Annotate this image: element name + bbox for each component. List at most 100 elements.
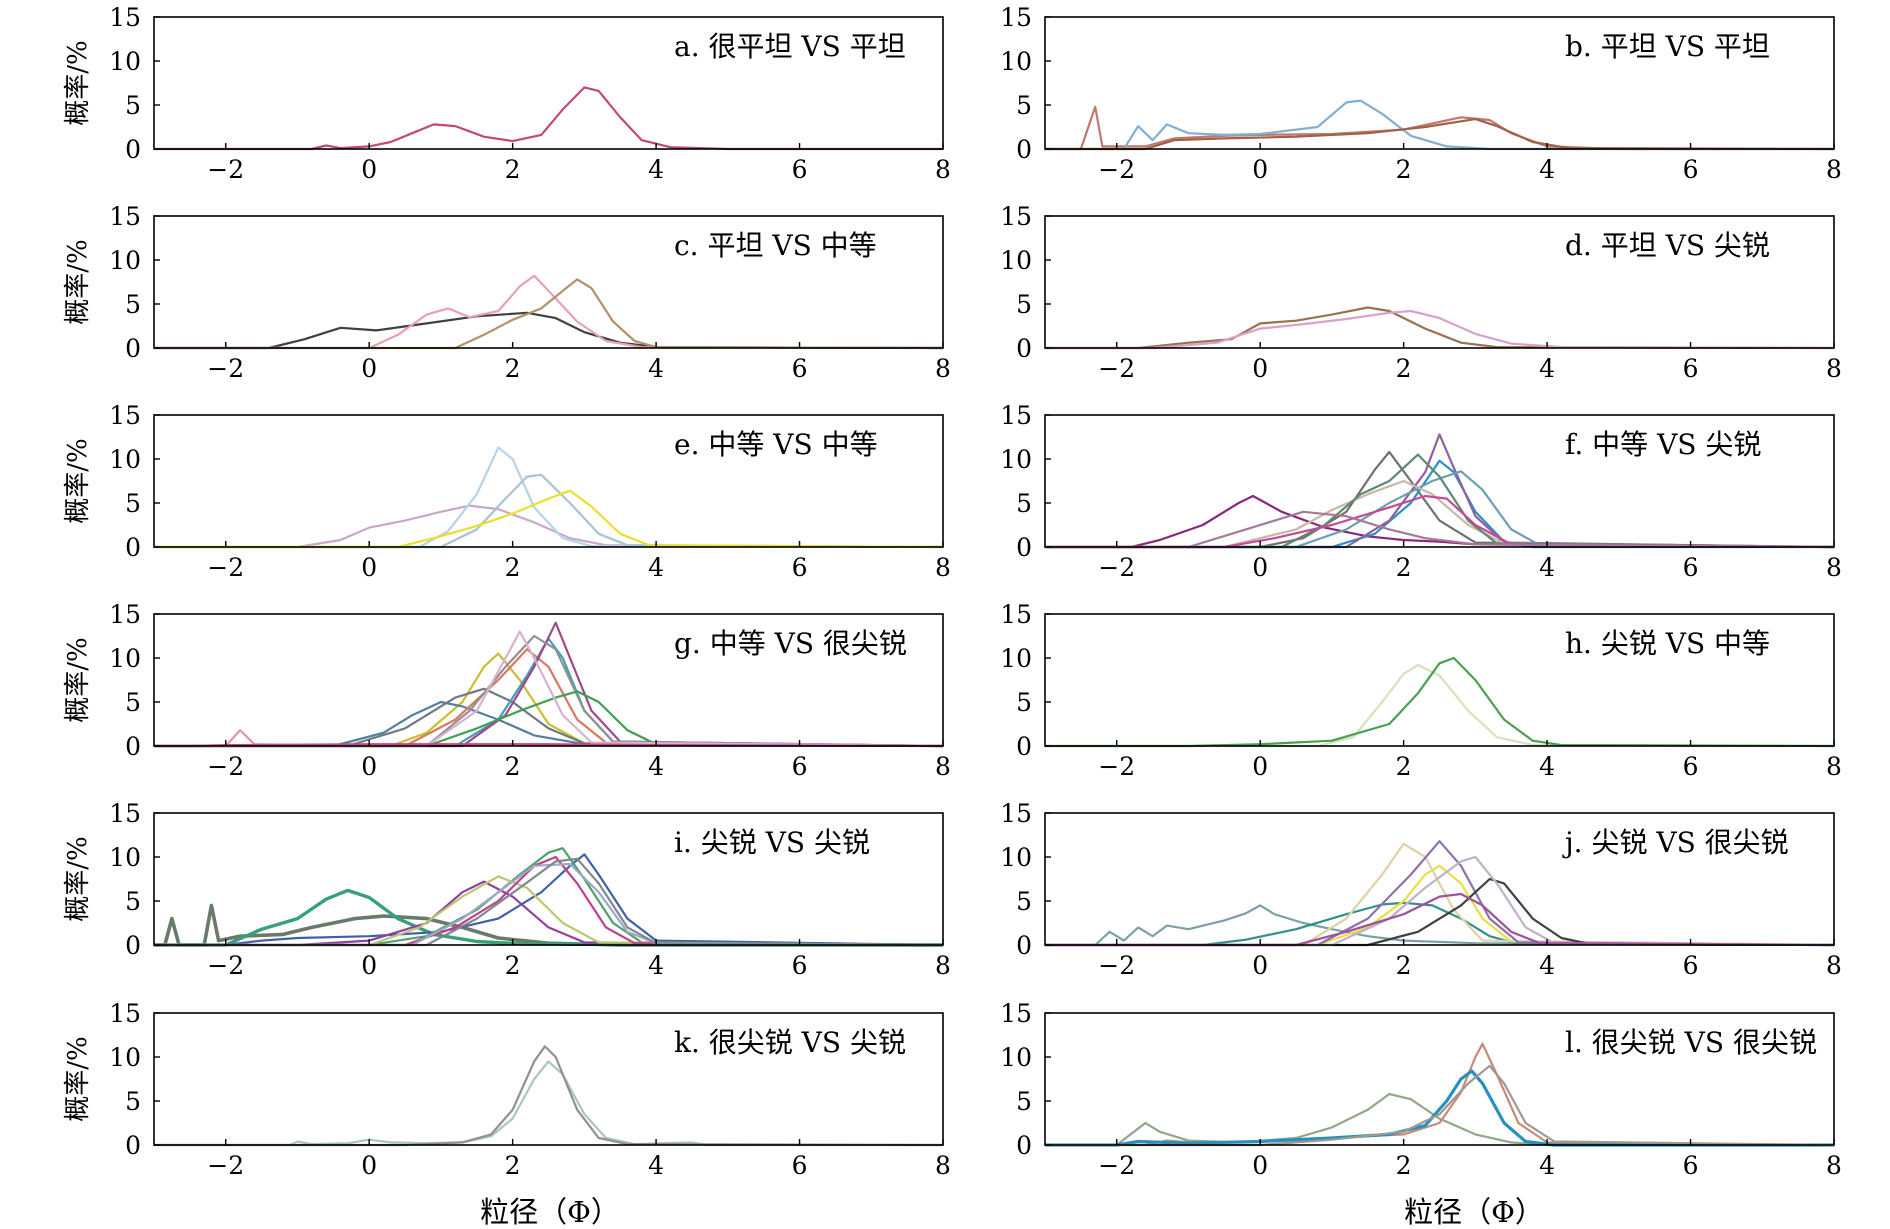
- panel-i-series-9: [154, 857, 944, 947]
- panel-j-title: j. 尖锐 VS 很尖锐: [1562, 826, 1789, 859]
- panel-a-y-axis-label: 概率/%: [63, 40, 93, 125]
- panel-l: −2 0 2 4 6 8 0 5 10 15 l. 很尖锐 VS 很尖锐: [1000, 999, 1842, 1180]
- panel-c-x-tick-label: 8: [935, 354, 951, 383]
- panel-g-series-7: [154, 621, 944, 748]
- panel-f-y-tick-label: 15: [1000, 401, 1032, 430]
- panel-h-y-tick-label: 15: [1000, 600, 1032, 629]
- panel-e-y-axis-label: 概率/%: [63, 438, 93, 523]
- panel-f-y-tick-label: 5: [1016, 489, 1032, 518]
- panel-g-x-tick-label: 6: [792, 752, 808, 781]
- panel-l-y-tick-label: 10: [1000, 1043, 1032, 1072]
- panel-f-x-tick-label: 4: [1539, 553, 1555, 582]
- x-axis-label-left: 粒径（Φ）: [480, 1195, 620, 1229]
- panel-j-series-1: [1045, 904, 1835, 947]
- panel-g-x-tick-label: −2: [207, 752, 244, 781]
- panel-a-y-tick-label: 5: [125, 91, 141, 120]
- panel-i-series-5: [154, 847, 944, 947]
- panel-c-y-axis-label: 概率/%: [63, 239, 93, 324]
- panel-d-y-tick-label: 0: [1016, 334, 1032, 363]
- panel-g-x-tick-label: 8: [935, 752, 951, 781]
- panel-h-x-tick-label: 6: [1683, 752, 1699, 781]
- panel-f-series-3: [1045, 459, 1834, 549]
- panel-l-x-tick-label: 2: [1396, 1151, 1412, 1180]
- panel-c-series-2: [154, 274, 944, 350]
- panel-g: −2 0 2 4 6 8 0 5 10 15 g. 中等 VS 很尖锐 概率/%: [63, 600, 951, 781]
- panel-e-x-tick-label: 4: [648, 553, 664, 582]
- x-axis-label-right: 粒径（Φ）: [1404, 1195, 1544, 1229]
- panel-e-x-tick-label: 6: [792, 553, 808, 582]
- panel-e-x-tick-label: 2: [505, 553, 521, 582]
- panel-e-x-tick-label: 8: [935, 553, 951, 582]
- panel-d-series-2: [1045, 309, 1835, 350]
- panel-i-series-1: [154, 903, 943, 947]
- panel-e-y-tick-label: 10: [109, 445, 141, 474]
- panel-i-x-tick-label: 6: [792, 951, 808, 980]
- panel-c-y-tick-label: 5: [125, 290, 141, 319]
- panel-e-y-tick-label: 5: [125, 489, 141, 518]
- panel-l-y-tick-label: 5: [1016, 1087, 1032, 1116]
- panel-d-y-tick-label: 15: [1000, 202, 1032, 231]
- panel-b-x-tick-label: 2: [1396, 155, 1412, 184]
- panel-h-title: h. 尖锐 VS 中等: [1565, 627, 1770, 660]
- panel-i-y-tick-label: 0: [125, 931, 141, 960]
- panel-f-series-2: [1045, 450, 1835, 549]
- panel-h-frame: [1044, 613, 1835, 747]
- panel-c-x-tick-label: −2: [207, 354, 244, 383]
- panel-b-y-tick-label: 0: [1016, 135, 1032, 164]
- panel-h-y-tick-label: 0: [1016, 732, 1032, 761]
- panel-j-y-tick-label: 5: [1016, 887, 1032, 916]
- panel-j-x-tick-label: −2: [1098, 951, 1135, 980]
- panel-i-x-tick-label: −2: [207, 951, 244, 980]
- panel-b-x-tick-label: 6: [1683, 155, 1699, 184]
- panel-g-y-tick-label: 0: [125, 732, 141, 761]
- panel-b-frame: [1044, 16, 1835, 150]
- panel-f-series-4: [1045, 433, 1835, 549]
- panel-g-series-2: [154, 652, 944, 748]
- panel-j-series-7: [1045, 855, 1835, 947]
- panel-c-frame: [153, 215, 944, 349]
- panel-j-series-6: [1045, 877, 1835, 947]
- panel-i-x-tick-label: 0: [361, 951, 377, 980]
- panel-a-x-tick-label: 4: [648, 155, 664, 184]
- panel-d: −2 0 2 4 6 8 0 5 10 15 d. 平坦 VS 尖锐: [1000, 202, 1842, 383]
- panel-k-y-tick-label: 0: [125, 1131, 141, 1160]
- panel-h-x-tick-label: 8: [1826, 752, 1842, 781]
- panel-a-x-tick-label: 0: [361, 155, 377, 184]
- panel-h-y-tick-label: 5: [1016, 688, 1032, 717]
- panel-e-series-4: [154, 489, 944, 549]
- panel-i-series-2: [154, 888, 944, 947]
- panel-g-y-tick-label: 15: [109, 600, 141, 629]
- panel-k-x-tick-label: 6: [792, 1151, 808, 1180]
- panel-j-x-tick-label: 0: [1252, 951, 1268, 980]
- panel-l-x-tick-label: 8: [1826, 1151, 1842, 1180]
- panel-e: −2 0 2 4 6 8 0 5 10 15 e. 中等 VS 中等 概率/%: [63, 401, 951, 582]
- panel-f-series-9: [1045, 510, 1835, 549]
- panel-a: −2 0 2 4 6 8 0 5 10 15 a. 很平坦 VS 平坦 概率/%: [63, 3, 951, 184]
- panel-b-y-tick-label: 15: [1000, 3, 1032, 32]
- panel-a-x-tick-label: 6: [792, 155, 808, 184]
- panel-j-y-tick-label: 15: [1000, 799, 1032, 828]
- panel-a-series-1: [154, 86, 943, 151]
- panel-f-x-tick-label: 8: [1826, 553, 1842, 582]
- panel-c-y-tick-label: 10: [109, 246, 141, 275]
- panel-j-x-tick-label: 6: [1683, 951, 1699, 980]
- panel-k-x-tick-label: 2: [505, 1151, 521, 1180]
- panel-l-x-tick-label: 6: [1683, 1151, 1699, 1180]
- panel-c-x-tick-label: 0: [361, 354, 377, 383]
- panel-e-y-tick-label: 0: [125, 533, 141, 562]
- panel-a-x-tick-label: 8: [935, 155, 951, 184]
- panel-k-y-tick-label: 10: [109, 1043, 141, 1072]
- panel-l-series-3: [1045, 1069, 1834, 1147]
- panel-b-y-tick-label: 5: [1016, 91, 1032, 120]
- panel-l-x-tick-label: −2: [1098, 1151, 1135, 1180]
- panel-l-x-tick-label: 0: [1252, 1151, 1268, 1180]
- panel-h-series-2: [1045, 656, 1835, 748]
- panel-i-x-tick-label: 2: [505, 951, 521, 980]
- panel-j-series-4: [1045, 842, 1835, 947]
- panel-a-x-tick-label: −2: [207, 155, 244, 184]
- panel-d-x-tick-label: 0: [1252, 354, 1268, 383]
- panel-f-x-tick-label: −2: [1098, 553, 1135, 582]
- panel-h-x-tick-label: −2: [1098, 752, 1135, 781]
- panel-i-y-tick-label: 10: [109, 843, 141, 872]
